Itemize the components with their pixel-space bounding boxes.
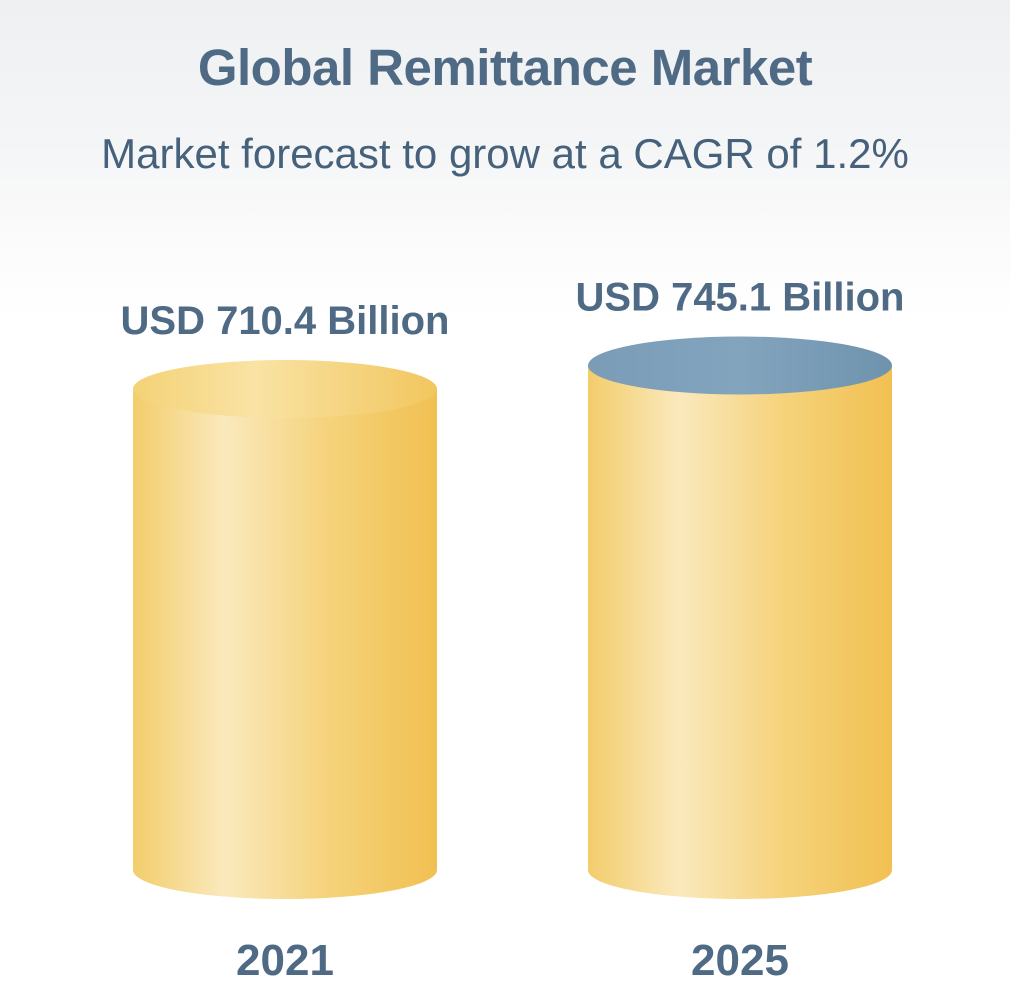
- cylinder-top-2021: [133, 360, 437, 418]
- cylinder-bar-2021: [133, 389, 437, 899]
- growth-cap-2025: [588, 336, 892, 395]
- chart-subtitle: Market forecast to grow at a CAGR of 1.2…: [101, 130, 909, 177]
- value-label-2025: USD 745.1 Billion: [576, 276, 905, 320]
- category-label-2021: 2021: [236, 936, 334, 985]
- value-label-2021: USD 710.4 Billion: [121, 299, 450, 343]
- category-label-2025: 2025: [691, 936, 789, 985]
- chart-title: Global Remittance Market: [197, 39, 813, 96]
- cylinder-bar-2025: [588, 365, 892, 899]
